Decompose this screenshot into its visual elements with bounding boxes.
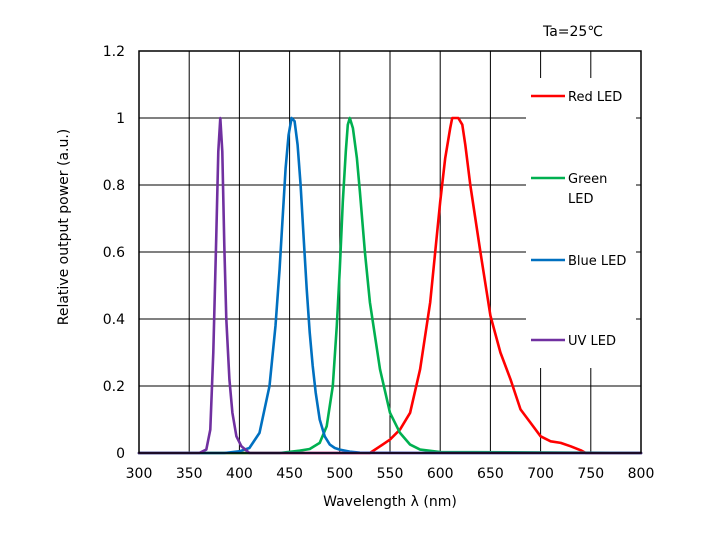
y-tick-labels: 0 0.2 0.4 0.6 0.8 1 1.2 bbox=[103, 44, 125, 462]
series-line-green-led bbox=[137, 116, 643, 455]
x-tick-label: 350 bbox=[176, 466, 203, 482]
x-tick-label: 400 bbox=[226, 466, 253, 482]
x-tick-label: 550 bbox=[377, 466, 404, 482]
y-tick-label: 1.2 bbox=[103, 44, 125, 60]
legend: Red LED Green LED Blue LED UV LED bbox=[526, 78, 636, 368]
y-axis-label: Relative output power (a.u.) bbox=[56, 129, 72, 326]
x-tick-labels: 300 350 400 450 500 550 600 650 700 750 800 bbox=[126, 466, 655, 482]
series-line-red-led bbox=[137, 116, 643, 455]
y-tick-label: 0 bbox=[116, 446, 125, 462]
temperature-annotation: Ta=25℃ bbox=[542, 24, 603, 40]
x-tick-label: 450 bbox=[276, 466, 303, 482]
legend-label: LED bbox=[568, 192, 593, 207]
x-tick-label: 700 bbox=[527, 466, 554, 482]
x-tick-label: 750 bbox=[577, 466, 604, 482]
y-tick-label: 0.6 bbox=[103, 245, 125, 261]
legend-label: Red LED bbox=[568, 90, 622, 105]
legend-label: Blue LED bbox=[568, 254, 626, 269]
legend-box bbox=[526, 78, 636, 368]
y-tick-label: 1 bbox=[116, 111, 125, 127]
series-line-uv-led bbox=[137, 116, 643, 455]
x-tick-label: 500 bbox=[326, 466, 353, 482]
y-tick-label: 0.2 bbox=[103, 379, 125, 395]
x-tick-label: 300 bbox=[126, 466, 153, 482]
x-tick-label: 650 bbox=[477, 466, 504, 482]
series-lines bbox=[137, 116, 643, 455]
x-axis-label: Wavelength λ (nm) bbox=[323, 494, 457, 510]
legend-label: UV LED bbox=[568, 334, 616, 349]
x-tick-label: 600 bbox=[427, 466, 454, 482]
y-tick-label: 0.8 bbox=[103, 178, 125, 194]
plot-area-frame bbox=[138, 50, 642, 454]
x-tick-label: 800 bbox=[628, 466, 655, 482]
legend-label: Green bbox=[568, 172, 607, 187]
series-line-blue-led bbox=[137, 116, 643, 455]
y-tick-label: 0.4 bbox=[103, 312, 125, 328]
